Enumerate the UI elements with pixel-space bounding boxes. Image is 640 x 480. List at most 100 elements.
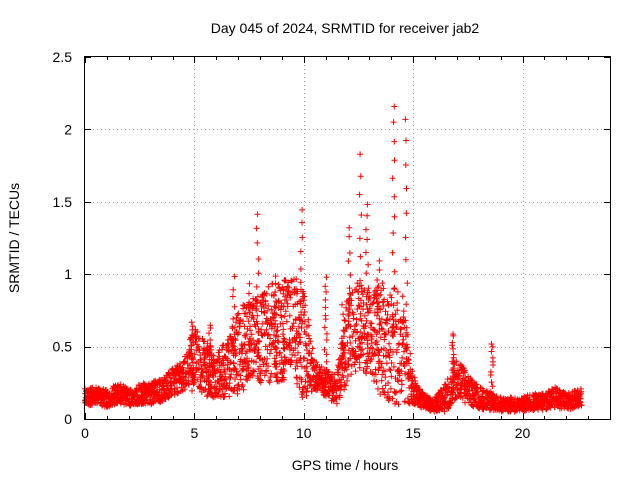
data-point [206, 356, 213, 363]
data-point [397, 388, 404, 395]
data-point [378, 377, 385, 384]
data-point [382, 374, 389, 381]
data-point [307, 338, 314, 345]
data-point [365, 261, 372, 268]
data-point [377, 334, 384, 341]
data-point [189, 332, 196, 339]
data-point [238, 383, 245, 390]
data-point [323, 274, 330, 281]
data-point [442, 392, 449, 399]
data-point [228, 368, 235, 374]
data-point [299, 206, 306, 213]
data-point [251, 368, 258, 375]
data-point [245, 338, 252, 345]
data-point [460, 368, 467, 375]
y-tick-label: 2 [64, 121, 72, 137]
data-point [248, 331, 255, 338]
data-point [450, 345, 456, 352]
data-point [411, 374, 418, 381]
data-point [273, 364, 280, 370]
data-point [231, 365, 238, 371]
data-point [281, 338, 288, 345]
data-point [375, 360, 382, 367]
data-point [363, 270, 370, 277]
data-point [448, 379, 455, 386]
data-point [342, 317, 348, 324]
data-point [359, 291, 366, 298]
data-point [299, 219, 305, 226]
data-point [450, 376, 456, 383]
data-point [265, 303, 272, 309]
data-point [347, 340, 354, 346]
data-point [379, 326, 386, 333]
data-point [262, 343, 269, 350]
data-point [227, 333, 234, 340]
data-point [386, 340, 393, 347]
data-point [286, 312, 293, 319]
data-point [400, 336, 407, 343]
data-point [358, 282, 365, 289]
data-point [237, 376, 244, 383]
data-point [294, 380, 301, 387]
data-point [376, 257, 383, 264]
data-point [267, 335, 274, 342]
data-point [297, 279, 304, 286]
data-point [382, 331, 389, 338]
data-point [526, 396, 533, 403]
y-tick-label: 0 [64, 411, 72, 427]
data-point [385, 380, 392, 386]
data-point [323, 337, 330, 343]
data-point [357, 173, 364, 180]
data-point [577, 395, 584, 402]
data-point [340, 311, 347, 318]
data-point [230, 352, 237, 359]
y-tick-label: 2.5 [53, 49, 73, 65]
data-point [391, 329, 398, 336]
data-point [263, 326, 270, 333]
data-point [375, 367, 382, 374]
data-point [273, 311, 280, 318]
data-point [167, 374, 174, 381]
data-point [246, 346, 253, 353]
data-point [263, 368, 270, 375]
data-point [369, 333, 375, 340]
data-point [388, 359, 395, 366]
data-point [322, 283, 329, 290]
data-point [226, 346, 233, 353]
data-point [352, 348, 359, 355]
data-point [290, 320, 297, 327]
data-point [339, 301, 345, 308]
data-point [300, 290, 307, 297]
data-point [388, 373, 395, 380]
data-point [185, 377, 192, 384]
data-point [380, 285, 387, 292]
data-point [258, 377, 265, 384]
data-point [226, 393, 233, 400]
data-point [280, 290, 287, 297]
data-point [346, 233, 353, 240]
data-point [402, 398, 409, 405]
data-point [202, 361, 209, 368]
x-tick-labels: 0 5 10 15 20 [81, 425, 530, 441]
data-point [226, 380, 233, 387]
data-point [441, 408, 448, 415]
data-point [374, 306, 381, 312]
data-point [244, 313, 250, 320]
data-point [462, 374, 469, 381]
data-point [400, 308, 407, 315]
data-point [303, 368, 310, 375]
data-point [191, 351, 198, 358]
data-point [352, 368, 359, 375]
data-point [197, 384, 203, 391]
data-point [206, 363, 213, 370]
data-point [210, 363, 217, 370]
data-point [237, 317, 244, 323]
data-point [216, 386, 223, 393]
data-point [304, 357, 311, 364]
data-point [366, 289, 373, 296]
data-point [207, 346, 214, 353]
data-point [188, 350, 195, 357]
data-point [345, 357, 352, 364]
data-point [364, 331, 371, 338]
data-point [373, 378, 380, 385]
